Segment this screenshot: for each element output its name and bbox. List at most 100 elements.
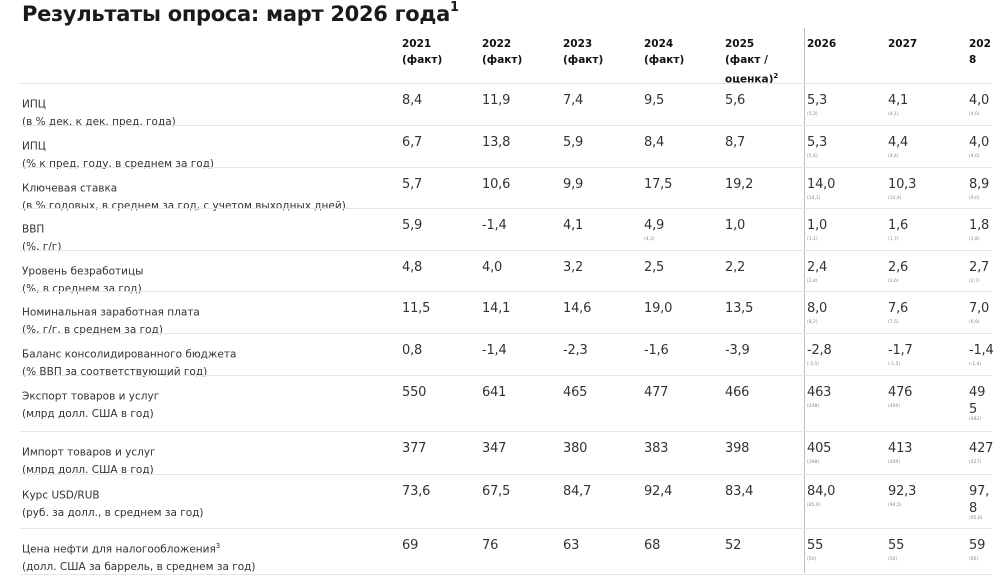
cell-value: 2,6: [888, 260, 909, 275]
cell-previous-value: (50): [807, 557, 817, 562]
cell-value: 13,5: [725, 301, 754, 316]
cell-value: 466: [725, 385, 750, 400]
cell-value: 84,0: [807, 484, 836, 499]
cell-value: 92,3: [888, 484, 917, 499]
cell-value: 9,5: [644, 93, 665, 108]
row-label: Экспорт товаров и услуг (млрд долл. США в…: [22, 385, 159, 423]
cell-value: 10,3: [888, 177, 917, 192]
cell-previous-value: (14,1): [807, 196, 821, 201]
cell-value: 19,2: [725, 177, 754, 192]
cell-value: 4,1: [888, 93, 909, 108]
cell-value: 383: [644, 441, 669, 456]
cell-previous-value: (460): [888, 404, 901, 409]
cell-previous-value: (4,0): [969, 154, 980, 159]
cell-previous-value: (2,4): [807, 279, 818, 284]
column-sub2: оценка)2: [725, 68, 778, 88]
cell-value: 9,9: [563, 177, 584, 192]
row-label: Курс USD/RUB (руб. за долл., в среднем за…: [22, 484, 204, 522]
cell-previous-value: (1,8): [969, 237, 980, 242]
cell-value: 4,0: [969, 135, 990, 150]
cell-previous-value: (94,5): [888, 503, 902, 508]
row-label-title: Импорт товаров и услуг: [22, 446, 156, 459]
cell-previous-value: (-1,4): [969, 362, 982, 367]
cell-value: 477: [644, 385, 669, 400]
table-row: Экспорт товаров и услуг (млрд долл. США в…: [20, 375, 992, 432]
cell-value: 92,4: [644, 484, 673, 499]
cell-value: 52: [725, 538, 742, 553]
cell-value: 1,6: [888, 218, 909, 233]
column-year: 2021: [402, 38, 432, 50]
cell-value: 5,9: [402, 218, 423, 233]
cell-previous-value: (427): [969, 460, 982, 465]
column-header-2: 2023 (факт): [563, 36, 603, 68]
row-label: Импорт товаров и услуг (млрд долл. США в …: [22, 441, 156, 479]
cell-previous-value: (8,2): [807, 320, 818, 325]
column-header-7: 202 8: [969, 36, 991, 68]
cell-value: 4,8: [402, 260, 423, 275]
row-label-unit: (% к пред. году, в среднем за год): [22, 157, 215, 170]
column-header-1: 2022 (факт): [482, 36, 522, 68]
cell-previous-value: (4,4): [888, 154, 899, 159]
cell-value: 14,0: [807, 177, 836, 192]
cell-value: 7,0: [969, 301, 990, 316]
cell-value: 5,9: [563, 135, 584, 150]
cell-value: 465: [563, 385, 588, 400]
column-year: 2022: [482, 38, 512, 50]
row-label-title: ИПЦ: [22, 98, 46, 111]
cell-previous-value: (-2,5): [807, 362, 820, 367]
column-year: 2025: [725, 38, 755, 50]
table-row: Цена нефти для налогообложения3 (долл. СШ…: [20, 528, 992, 575]
cell-previous-value: (4,0): [969, 112, 980, 117]
cell-value: 17,5: [644, 177, 673, 192]
row-label-unit: (руб. за долл., в среднем за год): [22, 506, 204, 519]
cell-value: 19,0: [644, 301, 673, 316]
row-label-unit: (долл. США за баррель, в среднем за год): [22, 560, 256, 573]
cell-previous-value: (9,0): [969, 196, 980, 201]
cell-value: -1,4: [482, 218, 507, 233]
row-label-unit: (млрд долл. США в год): [22, 407, 154, 420]
cell-value: 83,4: [725, 484, 754, 499]
cell-value: 550: [402, 385, 427, 400]
column-year: 202: [969, 38, 991, 50]
column-year: 2023: [563, 38, 593, 50]
cell-value: 8,4: [644, 135, 665, 150]
cell-previous-value: (1,7): [888, 237, 899, 242]
cell-value: 4,0: [969, 93, 990, 108]
row-label-title: Цена нефти для налогообложения: [22, 543, 216, 556]
table-row: Ключевая ставка (в % годовых, в среднем з…: [20, 167, 992, 212]
cell-value: 97, 8: [969, 484, 990, 516]
cell-previous-value: (482): [969, 417, 982, 422]
column-sub: (факт): [563, 54, 604, 66]
cell-previous-value: (448): [807, 404, 820, 409]
cell-previous-value: (4,1): [888, 112, 899, 117]
cell-previous-value: (5,6): [807, 154, 818, 159]
cell-value: 641: [482, 385, 507, 400]
cell-previous-value: (2,6): [888, 279, 899, 284]
cell-value: 7,4: [563, 93, 584, 108]
cell-value: 49 5: [969, 385, 986, 417]
row-label: ИПЦ (в % дек. к дек. пред. года): [22, 93, 176, 131]
page-title: Результаты опроса: март 2026 года1: [22, 0, 459, 26]
row-label: Цена нефти для налогообложения3 (долл. СШ…: [22, 538, 256, 576]
cell-previous-value: (5,3): [807, 112, 818, 117]
cell-value: 3,2: [563, 260, 584, 275]
row-label-title: Ключевая ставка: [22, 182, 118, 195]
cell-previous-value: (4,3): [644, 237, 655, 242]
row-label: Номинальная заработная плата (%, г/г, в с…: [22, 301, 200, 339]
cell-value: 463: [807, 385, 832, 400]
cell-value: 5,3: [807, 93, 828, 108]
row-label-unit: (%, г/г): [22, 240, 62, 253]
cell-value: 5,6: [725, 93, 746, 108]
column-header-6: 2027: [888, 36, 917, 52]
row-label-unit: (в % дек. к дек. пред. года): [22, 115, 176, 128]
cell-value: 73,6: [402, 484, 431, 499]
row-label-title: ИПЦ: [22, 140, 46, 153]
row-footnote: 3: [215, 542, 221, 550]
cell-value: 2,7: [969, 260, 990, 275]
column-year: 2027: [888, 38, 918, 50]
cell-value: 84,7: [563, 484, 592, 499]
column-sub: 8: [969, 54, 977, 66]
cell-value: -1,4: [969, 343, 994, 358]
cell-value: 0,8: [402, 343, 423, 358]
cell-value: 67,5: [482, 484, 511, 499]
